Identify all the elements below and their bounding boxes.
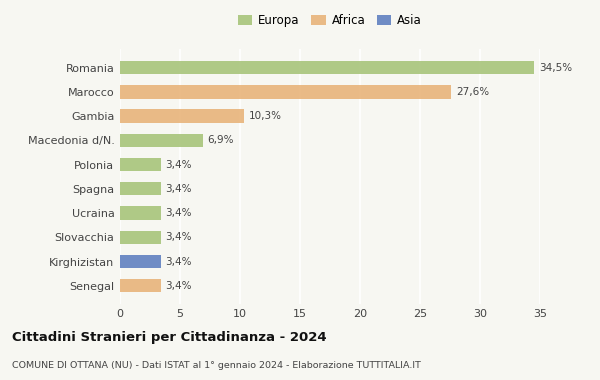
Text: 27,6%: 27,6% bbox=[456, 87, 489, 97]
Text: 34,5%: 34,5% bbox=[539, 63, 572, 73]
Text: 3,4%: 3,4% bbox=[166, 281, 192, 291]
Text: COMUNE DI OTTANA (NU) - Dati ISTAT al 1° gennaio 2024 - Elaborazione TUTTITALIA.: COMUNE DI OTTANA (NU) - Dati ISTAT al 1°… bbox=[12, 361, 421, 370]
Text: 3,4%: 3,4% bbox=[166, 184, 192, 194]
Bar bbox=[120, 255, 161, 268]
Text: 3,4%: 3,4% bbox=[166, 208, 192, 218]
Text: 3,4%: 3,4% bbox=[166, 160, 192, 169]
Text: 6,9%: 6,9% bbox=[208, 135, 234, 145]
Bar bbox=[120, 134, 203, 147]
Bar bbox=[120, 182, 161, 195]
Bar bbox=[120, 206, 161, 220]
Bar bbox=[120, 279, 161, 293]
Text: Cittadini Stranieri per Cittadinanza - 2024: Cittadini Stranieri per Cittadinanza - 2… bbox=[12, 331, 326, 344]
Bar bbox=[120, 158, 161, 171]
Bar bbox=[120, 231, 161, 244]
Text: 3,4%: 3,4% bbox=[166, 232, 192, 242]
Text: 10,3%: 10,3% bbox=[248, 111, 281, 121]
Text: 3,4%: 3,4% bbox=[166, 256, 192, 266]
Bar bbox=[120, 85, 451, 98]
Bar bbox=[120, 109, 244, 123]
Legend: Europa, Africa, Asia: Europa, Africa, Asia bbox=[233, 10, 427, 32]
Bar bbox=[120, 61, 534, 74]
